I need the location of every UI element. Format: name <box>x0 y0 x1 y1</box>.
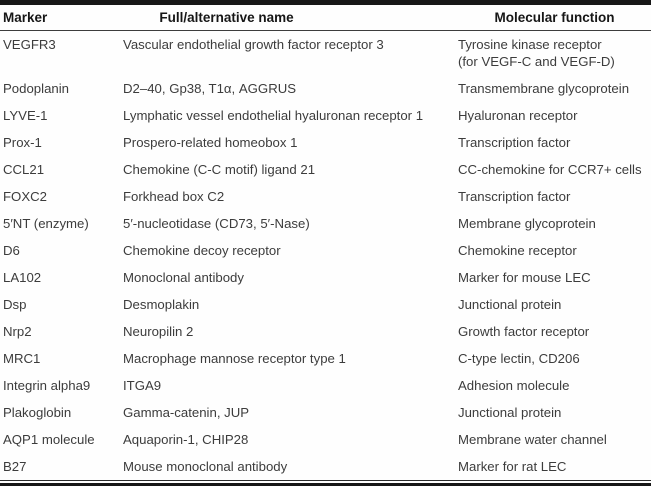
table-row: B27 Mouse monoclonal antibody Marker for… <box>0 453 651 480</box>
table-bottom-thin-rule <box>0 480 651 481</box>
function-cell: Marker for mouse LEC <box>458 270 591 285</box>
name-cell: ITGA9 <box>123 378 162 393</box>
column-header-full-name: Full/alternative name <box>123 5 458 31</box>
marker-cell: Integrin alpha9 <box>3 378 91 393</box>
markers-table: Marker Full/alternative name Molecular f… <box>0 5 651 480</box>
function-cell: Marker for rat LEC <box>458 459 567 474</box>
name-cell: Desmoplakin <box>123 297 200 312</box>
function-cell: Chemokine receptor <box>458 243 577 258</box>
function-cell: Adhesion molecule <box>458 378 570 393</box>
marker-cell: LA102 <box>3 270 42 285</box>
table-row: MRC1 Macrophage mannose receptor type 1 … <box>0 345 651 372</box>
table-row: Podoplanin D2–40, Gp38, T1α, AGGRUS Tran… <box>0 75 651 102</box>
name-cell: Monoclonal antibody <box>123 270 244 285</box>
marker-cell: LYVE-1 <box>3 108 48 123</box>
table-row: Integrin alpha9 ITGA9 Adhesion molecule <box>0 372 651 399</box>
table-bottom-gap <box>0 481 651 483</box>
table-row: Nrp2 Neuropilin 2 Growth factor receptor <box>0 318 651 345</box>
table-row: 5′NT (enzyme) 5′-nucleotidase (CD73, 5′-… <box>0 210 651 237</box>
name-cell: D2–40, Gp38, T1α, AGGRUS <box>123 81 297 96</box>
name-cell: Aquaporin-1, CHIP28 <box>123 432 249 447</box>
marker-cell: Plakoglobin <box>3 405 72 420</box>
function-cell: C-type lectin, CD206 <box>458 351 580 366</box>
name-cell: Neuropilin 2 <box>123 324 194 339</box>
name-cell: Lymphatic vessel endothelial hyaluronan … <box>123 108 424 123</box>
column-header-marker: Marker <box>0 5 123 31</box>
name-cell: Macrophage mannose receptor type 1 <box>123 351 346 366</box>
name-cell: Chemokine decoy receptor <box>123 243 281 258</box>
table-header: Marker Full/alternative name Molecular f… <box>0 5 651 31</box>
marker-cell: Prox-1 <box>3 135 42 150</box>
table-body: VEGFR3 Vascular endothelial growth facto… <box>0 31 651 481</box>
table-row: AQP1 molecule Aquaporin-1, CHIP28 Membra… <box>0 426 651 453</box>
marker-cell: B27 <box>3 459 27 474</box>
function-cell: Growth factor receptor <box>458 324 590 339</box>
table-row: CCL21 Chemokine (C-C motif) ligand 21 CC… <box>0 156 651 183</box>
function-cell: Transcription factor <box>458 189 571 204</box>
name-cell: Vascular endothelial growth factor recep… <box>123 37 384 52</box>
name-cell: Gamma-catenin, JUP <box>123 405 250 420</box>
function-cell: Membrane glycoprotein <box>458 216 596 231</box>
name-cell: Chemokine (C-C motif) ligand 21 <box>123 162 316 177</box>
table-row: Dsp Desmoplakin Junctional protein <box>0 291 651 318</box>
column-header-molecular-function: Molecular function <box>458 5 651 31</box>
table-row: Plakoglobin Gamma-catenin, JUP Junctiona… <box>0 399 651 426</box>
table-top-rule <box>0 0 651 5</box>
table-row: LA102 Monoclonal antibody Marker for mou… <box>0 264 651 291</box>
table-row: D6 Chemokine decoy receptor Chemokine re… <box>0 237 651 264</box>
marker-cell: Nrp2 <box>3 324 32 339</box>
name-cell: Mouse monoclonal antibody <box>123 459 288 474</box>
marker-cell: 5′NT (enzyme) <box>3 216 89 231</box>
marker-cell: AQP1 molecule <box>3 432 95 447</box>
marker-cell: Podoplanin <box>3 81 69 96</box>
function-cell: CC-chemokine for CCR7+ cells <box>458 162 642 177</box>
table-bottom-rule <box>0 483 651 486</box>
name-cell: Prospero-related homeobox 1 <box>123 135 298 150</box>
function-cell: Hyaluronan receptor <box>458 108 578 123</box>
marker-cell: VEGFR3 <box>3 37 56 52</box>
marker-cell: Dsp <box>3 297 27 312</box>
marker-cell: D6 <box>3 243 20 258</box>
table-row: VEGFR3 Vascular endothelial growth facto… <box>0 31 651 76</box>
function-cell: Transcription factor <box>458 135 571 150</box>
name-cell: Forkhead box C2 <box>123 189 225 204</box>
function-cell: Junctional protein <box>458 405 562 420</box>
function-cell: Junctional protein <box>458 297 562 312</box>
marker-cell: CCL21 <box>3 162 45 177</box>
function-cell: Membrane water channel <box>458 432 607 447</box>
function-cell: Tyrosine kinase receptor (for VEGF-C and… <box>458 37 615 69</box>
marker-cell: FOXC2 <box>3 189 47 204</box>
table-row: FOXC2 Forkhead box C2 Transcription fact… <box>0 183 651 210</box>
marker-cell: MRC1 <box>3 351 41 366</box>
name-cell: 5′-nucleotidase (CD73, 5′-Nase) <box>123 216 310 231</box>
table-row: Prox-1 Prospero-related homeobox 1 Trans… <box>0 129 651 156</box>
table-row: LYVE-1 Lymphatic vessel endothelial hyal… <box>0 102 651 129</box>
table-header-row: Marker Full/alternative name Molecular f… <box>0 5 651 31</box>
function-cell: Transmembrane glycoprotein <box>458 81 630 96</box>
